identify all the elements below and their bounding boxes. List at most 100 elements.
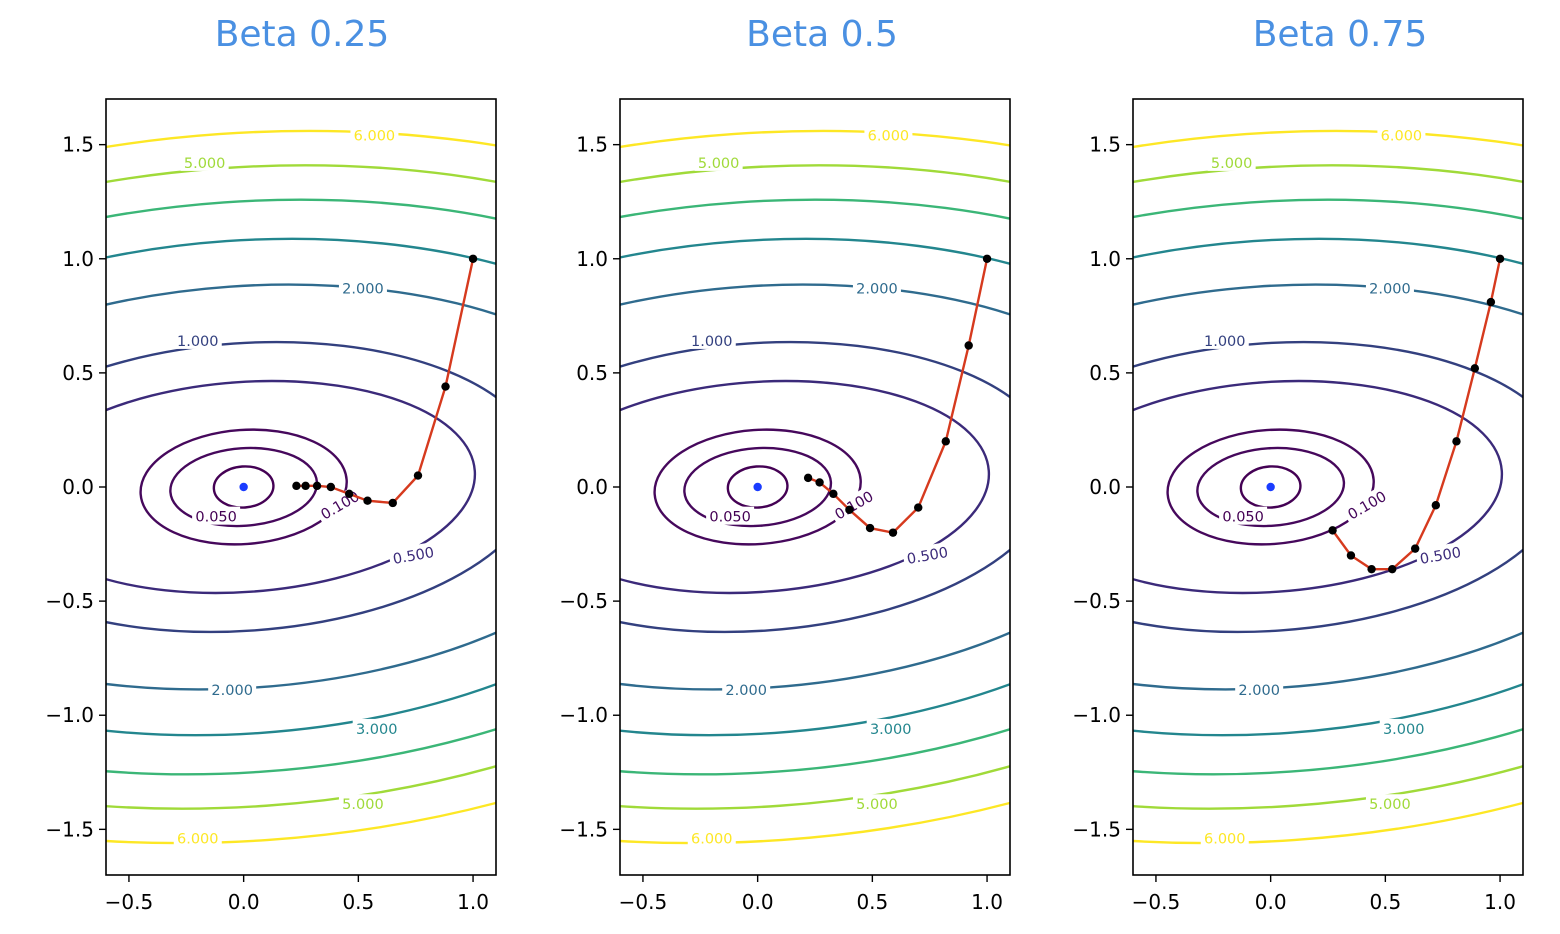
contour-label: 0.050 <box>1222 510 1264 526</box>
contour-label: 3.000 <box>356 722 398 738</box>
y-tick-label: −0.5 <box>1072 589 1121 613</box>
path-point <box>344 489 354 499</box>
x-tick-label: 0.0 <box>742 890 774 914</box>
x-tick-label: −0.5 <box>105 890 154 914</box>
path-point <box>803 473 813 483</box>
path-point <box>941 437 950 446</box>
contour-group: 0.050 0.1000.5001.0002.0002.0003.0005.000… <box>620 125 1010 847</box>
y-tick-label: −0.5 <box>559 589 608 613</box>
panel-3: 0.050 0.1000.5001.0002.0002.0003.0005.000… <box>1072 98 1524 914</box>
path-point <box>829 489 838 499</box>
y-tick-label: 0.5 <box>62 361 94 385</box>
path-point <box>964 341 973 350</box>
contour-label: 2.000 <box>856 281 898 297</box>
path-point <box>914 503 923 512</box>
contour-0.1 <box>683 446 833 528</box>
contour-1.0 <box>620 340 1010 634</box>
minimum-point <box>1266 482 1275 492</box>
contour-1.0 <box>106 340 496 634</box>
contour-label: 2.000 <box>1238 683 1280 699</box>
contour-label: 0.050 <box>195 510 237 526</box>
contour-label: 6.000 <box>1381 129 1423 145</box>
path-point <box>815 478 824 487</box>
path-point <box>982 254 992 263</box>
contour-label: 5.000 <box>184 156 226 172</box>
contour-label: 0.050 <box>709 510 751 526</box>
path-point <box>441 382 450 391</box>
contour-6.0 <box>620 129 1010 845</box>
y-tick-label: −1.5 <box>1072 817 1121 841</box>
path-point <box>1431 501 1441 510</box>
path-point <box>1486 297 1496 307</box>
contour-label: 6.000 <box>1204 831 1246 847</box>
contour-1.0 <box>1133 340 1523 634</box>
contour-label: 0.500 <box>1419 545 1463 568</box>
minimum-point <box>239 482 248 492</box>
path-point <box>1328 526 1337 535</box>
contour-label: 2.000 <box>1369 281 1411 297</box>
contour-label: 6.000 <box>691 831 733 847</box>
path-point <box>888 528 898 537</box>
path-point <box>1495 254 1505 263</box>
contour-label: 0.500 <box>906 545 950 568</box>
contour-0.05 <box>212 465 275 509</box>
contour-label: 6.000 <box>354 129 396 145</box>
x-tick-label: 0.5 <box>342 890 374 914</box>
optimizer-path <box>1331 258 1502 571</box>
x-tick-label: 1.0 <box>457 890 489 914</box>
y-tick-label: 0.0 <box>576 475 608 499</box>
path-point <box>1452 437 1461 446</box>
optimizer-path <box>807 258 989 534</box>
contour-label: 5.000 <box>1369 797 1411 813</box>
y-tick-label: −1.0 <box>1072 703 1121 727</box>
contour-label: 6.000 <box>177 831 219 847</box>
x-tick-label: −0.5 <box>1132 890 1181 914</box>
y-tick-label: 1.5 <box>1089 133 1121 157</box>
y-tick-label: −1.5 <box>559 817 608 841</box>
contour-label: 6.000 <box>868 129 910 145</box>
path-point <box>363 496 372 505</box>
contour-0.1 <box>653 428 862 546</box>
contour-group: 0.050 0.1000.5001.0002.0002.0003.0005.000… <box>1133 125 1523 847</box>
x-tick-label: 1.0 <box>1484 890 1516 914</box>
contour-4.0 <box>620 198 1010 776</box>
contour-label: 1.000 <box>1204 334 1246 350</box>
contour-label: 5.000 <box>1211 156 1253 172</box>
path-point <box>845 505 854 515</box>
path-point <box>388 498 397 508</box>
contour-6.0 <box>1133 129 1523 845</box>
path-point <box>1367 564 1376 574</box>
y-tick-label: 1.5 <box>62 133 94 157</box>
contour-label: 3.000 <box>870 722 912 738</box>
y-tick-label: 0.5 <box>1089 361 1121 385</box>
y-tick-label: 0.0 <box>1089 475 1121 499</box>
panel-title-2: Beta 0.5 <box>746 14 898 55</box>
path-point <box>468 254 478 263</box>
x-tick-label: 1.0 <box>971 890 1003 914</box>
contour-0.5 <box>620 379 991 595</box>
minimum-point <box>753 482 762 492</box>
contour-0.1 <box>1196 446 1346 528</box>
x-tick-label: 0.0 <box>228 890 260 914</box>
path-point <box>1410 544 1420 553</box>
contour-3.0 <box>106 237 496 737</box>
path-point <box>413 471 423 480</box>
contour-label: 5.000 <box>856 797 898 813</box>
contour-group: 0.050 0.1000.5001.0002.0002.0003.0005.000… <box>106 125 496 847</box>
path-point <box>292 481 301 491</box>
contour-label: 2.000 <box>211 683 253 699</box>
contour-4.0 <box>1133 198 1523 776</box>
contour-label: 1.000 <box>177 334 219 350</box>
y-tick-label: −1.5 <box>45 817 94 841</box>
contour-label: 5.000 <box>698 156 740 172</box>
path-point <box>1346 551 1356 560</box>
path-point <box>312 481 322 491</box>
contour-3.0 <box>620 237 1010 737</box>
contour-label: 3.000 <box>1383 722 1425 738</box>
axes-frame <box>619 98 1011 876</box>
path-point <box>1388 564 1397 574</box>
contour-3.0 <box>1133 237 1523 737</box>
y-tick-label: −0.5 <box>45 589 94 613</box>
panel-1: 0.050 0.1000.5001.0002.0002.0003.0005.000… <box>45 98 497 914</box>
